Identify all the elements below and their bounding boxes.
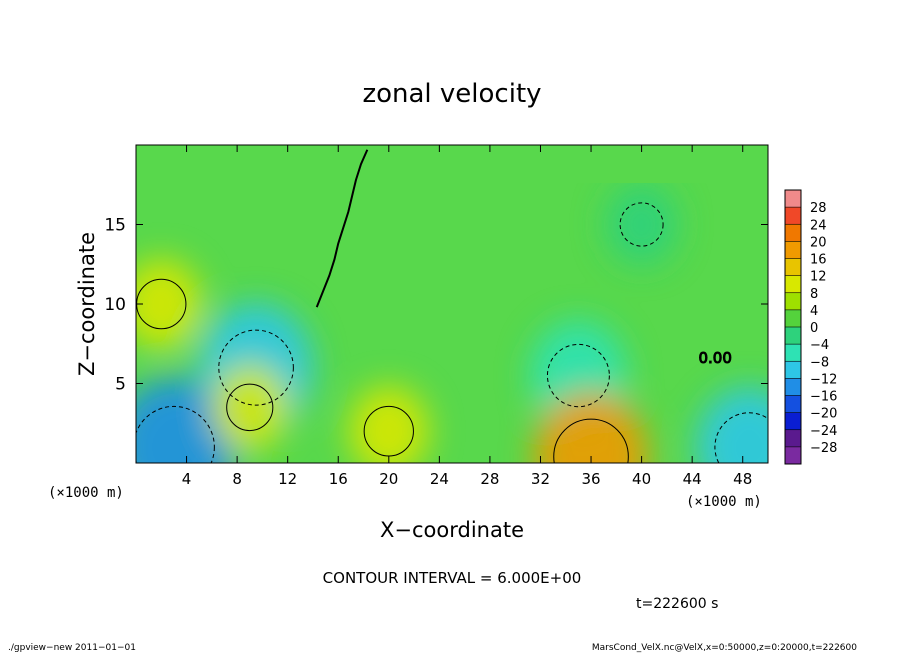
field-blob [695,387,768,463]
y-axis: 5 10 15 [104,216,768,395]
colorbar-swatch [785,378,801,396]
y-tick-label: 5 [115,375,126,395]
chart-title: zonal velocity [362,79,541,109]
y-tick-label: 15 [104,216,126,236]
x-tick-label: 36 [581,470,600,488]
colorbar-swatch [785,429,801,447]
colorbar-label: 24 [810,218,827,233]
colorbar-label: −4 [810,338,829,353]
colorbar-label: −8 [810,355,829,370]
x-tick-label: 16 [329,470,348,488]
colorbar-swatch [785,190,801,208]
colorbar-swatch [785,241,801,259]
colorbar-label: −24 [810,424,837,439]
x-tick-label: 40 [632,470,651,488]
x-tick-label: 20 [379,470,398,488]
field-blob [533,391,649,463]
x-tick-label: 12 [278,470,297,488]
field-blob [136,258,202,350]
colorbar-swatch [785,292,801,310]
colorbar-swatch [785,446,801,464]
colorbar-swatch [785,327,801,345]
x-tick-label: 48 [733,470,752,488]
contour-ring [714,412,768,463]
colorbar-swatch [785,412,801,430]
contour-ring [546,343,610,408]
x-tick-label: 32 [531,470,550,488]
field-blob [348,385,430,463]
colorbar-swatch [785,224,801,242]
colorbar-label: −12 [810,372,837,387]
plot-area: 0.00 [136,145,768,463]
x-axis-unit-left: (×1000 m) [48,485,124,501]
x-tick-label: 4 [182,470,192,488]
contour-label: 0.00 [698,349,731,367]
field-blob [211,363,289,451]
x-axis: 4 8 12 16 20 24 28 32 36 40 44 48 [182,145,752,488]
contour-ring [136,405,215,463]
field-blob [605,183,678,266]
field-blob [136,377,236,463]
colorbar-label: 0 [810,321,818,336]
colorbar-swatch [785,361,801,379]
colorbar-label: 28 [810,201,827,216]
x-axis-unit-right: (×1000 m) [686,494,762,510]
x-tick-label: 24 [430,470,449,488]
y-tick-label: 10 [104,295,126,315]
colorbar-label: 20 [810,235,827,250]
colorbar-label: −28 [810,441,837,456]
y-axis-label: Z−coordinate [75,232,99,376]
contour-ring [226,383,274,432]
colorbar-swatch [785,344,801,362]
colorbar-label: 16 [810,253,827,268]
zero-contour [315,149,369,308]
colorbar-swatch [785,309,801,327]
colorbar-swatch [785,258,801,276]
colorbar: 28 24 20 16 12 8 4 0 −4 −8 −12 −16 −20 −24 −28 [784,189,837,465]
x-tick-label: 44 [683,470,702,488]
colorbar-swatch [785,395,801,413]
footer-right: MarsCond_VelX.nc@VelX,x=0:50000,z=0:2000… [592,643,857,653]
colorbar-label: −16 [810,390,837,405]
footer-left: ./gpview−new 2011−01−01 [8,643,136,653]
colorbar-swatch [785,207,801,225]
colorbar-label: −20 [810,407,837,422]
colorbar-swatch [785,275,801,293]
contour-ring [218,329,294,406]
colorbar-label: 8 [810,287,818,302]
x-tick-label: 8 [232,470,242,488]
colorbar-label: 4 [810,304,818,319]
contour-ring [553,418,629,463]
colorbar-label: 12 [810,270,827,285]
x-tick-label: 28 [480,470,499,488]
contour-ring [619,202,664,247]
x-axis-label: X−coordinate [380,518,524,542]
time-label: t=222600 s [636,596,718,612]
contour-interval-label: CONTOUR INTERVAL = 6.000E+00 [323,569,582,587]
